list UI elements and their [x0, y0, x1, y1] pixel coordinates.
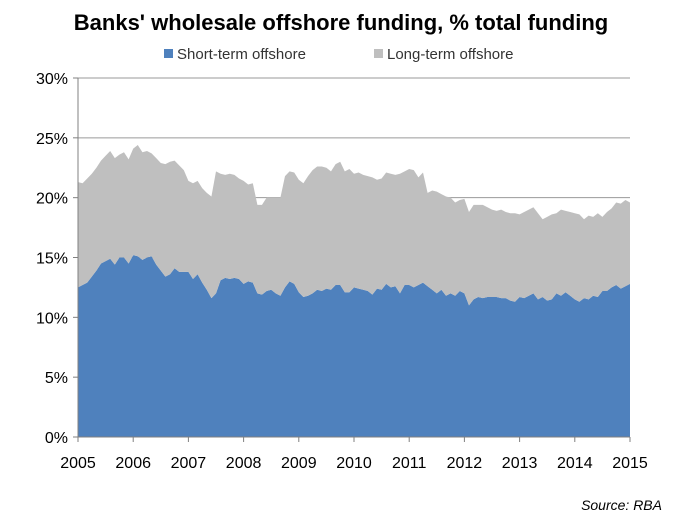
legend-label-short-term: Short-term offshore [177, 46, 306, 63]
x-tick-label: 2007 [171, 455, 207, 472]
x-tick-label: 2012 [447, 455, 483, 472]
plot-areas [78, 145, 630, 437]
x-tick-label: 2015 [612, 455, 648, 472]
area-short-term-offshore [78, 255, 630, 437]
legend-label-long-term: Long-term offshore [387, 46, 513, 63]
legend-swatch-long-term [374, 49, 383, 58]
x-axis-ticks: 2005 2006 2007 2008 2009 2010 2011 2012 2013 2014… [60, 437, 648, 472]
x-tick-label: 2013 [502, 455, 538, 472]
x-tick-label: 2005 [60, 455, 96, 472]
chart-title: Banks' wholesale offshore funding, % tot… [74, 10, 608, 35]
source-note: Source: RBA [581, 497, 662, 513]
x-tick-label: 2006 [115, 455, 151, 472]
x-tick-label: 2009 [281, 455, 317, 472]
y-tick-label: 30% [36, 71, 68, 88]
x-tick-label: 2008 [226, 455, 262, 472]
area-long-term-offshore [78, 145, 630, 306]
x-tick-label: 2011 [392, 455, 427, 472]
y-tick-label: 10% [36, 310, 68, 327]
y-tick-label: 20% [36, 191, 68, 208]
legend: Short-term offshore Long-term offshore [164, 46, 513, 63]
legend-swatch-short-term [164, 49, 173, 58]
x-tick-label: 2010 [336, 455, 372, 472]
y-tick-label: 15% [36, 251, 68, 268]
y-axis-ticks: 0% 5% 10% 15% 20% 25% 30% [36, 71, 78, 447]
y-tick-label: 0% [45, 430, 68, 447]
y-tick-label: 5% [45, 370, 68, 387]
x-tick-label: 2014 [557, 455, 593, 472]
y-tick-label: 25% [36, 131, 68, 148]
